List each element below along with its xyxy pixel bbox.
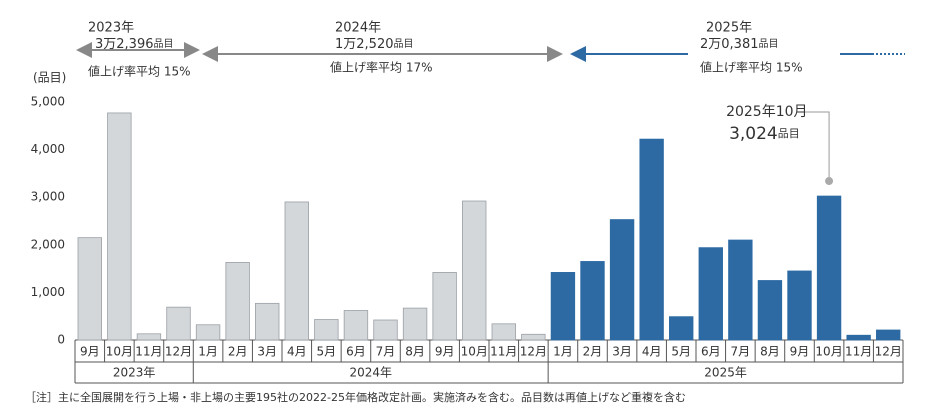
x-tick-label: 11月 — [135, 345, 162, 359]
x-tick-label: 1月 — [553, 345, 573, 359]
bar — [491, 323, 516, 341]
x-tick-label: 1月 — [198, 345, 218, 359]
x-tick-label: 12月 — [875, 345, 902, 359]
x-tick-label: 5月 — [671, 345, 691, 359]
x-tick-label: 12月 — [165, 345, 192, 359]
callout-line — [801, 111, 830, 182]
callout-label: 2025年10月 — [726, 104, 807, 120]
unit: 品目 — [394, 38, 414, 50]
y-tick-label: 0 — [57, 333, 65, 347]
summary-year: 2025年 — [706, 21, 752, 36]
unit: 品目 — [154, 38, 174, 50]
bar — [195, 324, 221, 341]
y-tick-label: 2,000 — [31, 237, 65, 251]
x-tick-label: 12月 — [520, 345, 547, 359]
summary-items: 2万0,381品目 — [700, 37, 779, 52]
group-label: 2025年 — [704, 366, 747, 380]
items: 3万2,396 — [95, 37, 154, 52]
summary-year: 2024年 — [335, 21, 381, 36]
summary-items: 3万2,396品目 — [95, 37, 174, 52]
bar — [521, 333, 546, 341]
summary-year: 2023年 — [88, 21, 134, 36]
bar — [846, 334, 871, 341]
bar — [284, 201, 309, 341]
unit: 品目 — [759, 38, 779, 50]
bar — [225, 262, 250, 341]
bar — [580, 261, 605, 341]
bar — [639, 138, 664, 341]
x-tick-label: 8月 — [760, 345, 780, 359]
bar — [550, 272, 576, 341]
x-tick-label: 4月 — [287, 345, 307, 359]
unit: 品目 — [778, 127, 800, 140]
x-tick-label: 6月 — [701, 345, 721, 359]
summary-items: 1万2,520品目 — [335, 37, 414, 52]
group-label: 2024年 — [349, 366, 392, 380]
bar — [669, 316, 694, 341]
summary-rate: 値上げ率平均 15% — [700, 60, 803, 75]
x-tick-label: 8月 — [405, 345, 425, 359]
x-tick-label: 9月 — [80, 345, 100, 359]
bar — [166, 306, 191, 341]
note: ［注］主に全国展開を行う上場・非上場の主要195社の2022-25年価格改定計画… — [25, 390, 686, 404]
summary-rate: 値上げ率平均 17% — [330, 60, 433, 75]
bar — [728, 239, 753, 341]
x-tick-label: 9月 — [435, 345, 455, 359]
y-unit: (品目) — [33, 71, 66, 85]
x-tick-label: 11月 — [490, 345, 517, 359]
x-tick-label: 6月 — [346, 345, 366, 359]
x-tick-label: 7月 — [376, 345, 396, 359]
bar — [757, 280, 783, 341]
x-tick-label: 10月 — [106, 345, 133, 359]
bar — [373, 319, 398, 341]
x-tick-label: 11月 — [845, 345, 872, 359]
bar — [107, 112, 132, 341]
bar — [255, 302, 280, 341]
x-tick-label: 10月 — [461, 345, 488, 359]
bar — [787, 270, 812, 341]
x-tick-label: 4月 — [642, 345, 662, 359]
bar — [609, 219, 635, 341]
group-label: 2023年 — [113, 366, 156, 380]
y-tick-label: 5,000 — [31, 95, 65, 109]
bar — [402, 307, 428, 341]
bar — [77, 237, 102, 341]
x-tick-label: 5月 — [317, 345, 337, 359]
x-tick-label: 2月 — [228, 345, 248, 359]
bar — [432, 272, 457, 341]
y-tick-label: 3,000 — [31, 190, 65, 204]
x-tick-label: 2月 — [583, 345, 603, 359]
bar — [698, 247, 723, 341]
bar — [876, 329, 901, 341]
bar — [314, 319, 339, 341]
bar — [136, 333, 162, 341]
x-tick-label: 7月 — [731, 345, 751, 359]
x-tick-label: 9月 — [790, 345, 810, 359]
callout-dot — [825, 177, 834, 186]
bar — [343, 310, 369, 341]
summary-rate: 値上げ率平均 15% — [88, 64, 191, 79]
y-tick-label: 4,000 — [31, 142, 65, 156]
x-tick-label: 10月 — [815, 345, 842, 359]
items: 2万0,381 — [700, 37, 759, 52]
x-tick-label: 3月 — [612, 345, 632, 359]
y-tick-label: 1,000 — [31, 285, 65, 299]
items: 1万2,520 — [335, 37, 394, 52]
x-tick-label: 3月 — [257, 345, 277, 359]
bar — [816, 195, 842, 341]
bar — [462, 200, 487, 341]
callout-value: 3,024品目 — [729, 124, 800, 144]
value_label: 3,024 — [729, 124, 778, 144]
